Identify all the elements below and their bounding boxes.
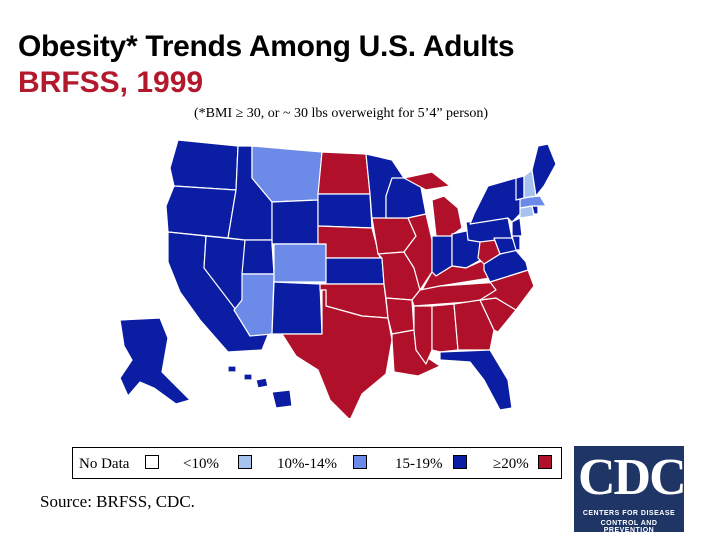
cdc-logo-line-1: CENTERS FOR DISEASE [582, 510, 676, 517]
legend-label-15-19: 15-19% [395, 456, 443, 472]
legend: No Data <10% 10%-14% 15-19% ≥20% [72, 447, 562, 479]
legend-label-10-14: 10%-14% [277, 456, 337, 472]
state-ma [519, 195, 547, 209]
state-sd [317, 193, 373, 229]
state-nj [511, 217, 523, 237]
source-note: Source: BRFSS, CDC. [40, 492, 195, 511]
state-ny [469, 177, 525, 225]
legend-swatch-lt10 [238, 455, 252, 469]
state-fl [439, 349, 513, 411]
state-ut [241, 239, 275, 275]
state-wy [271, 199, 319, 245]
state-ks [325, 257, 385, 285]
state-vt [515, 175, 525, 201]
legend-swatch-gte20 [538, 455, 552, 469]
title-line-2: BRFSS, 1999 [18, 66, 204, 99]
subtitle: (*BMI ≥ 30, or ~ 30 lbs overweight for 5… [194, 106, 489, 121]
state-hi [227, 365, 293, 409]
state-wa [169, 139, 239, 191]
state-ne [317, 225, 381, 259]
cdc-logo-line-2: CONTROL AND PREVENTION [600, 520, 658, 534]
state-ga [453, 299, 495, 351]
state-al [431, 303, 459, 353]
state-nc [479, 269, 535, 311]
legend-label-no-data: No Data [79, 456, 130, 472]
legend-swatch-15-19 [453, 455, 467, 469]
cdc-logo: CDC CENTERS FOR DISEASE CONTROL AND PREV… [574, 446, 687, 534]
state-ar [385, 297, 415, 335]
legend-label-lt10: <10% [183, 456, 219, 472]
state-nm [271, 281, 323, 335]
state-me [531, 143, 557, 197]
cdc-logo-letters: CDC [578, 449, 687, 506]
title-line-1: Obesity* Trends Among U.S. Adults [18, 30, 515, 63]
state-co [273, 243, 327, 283]
legend-swatch-no-data [145, 455, 159, 469]
state-az [233, 273, 275, 337]
state-or [165, 185, 237, 239]
state-ak [119, 317, 191, 405]
us-state-map [119, 139, 557, 418]
state-tx [281, 289, 393, 418]
legend-label-gte20: ≥20% [493, 456, 529, 472]
state-nd [317, 151, 371, 195]
legend-swatch-10-14 [353, 455, 367, 469]
